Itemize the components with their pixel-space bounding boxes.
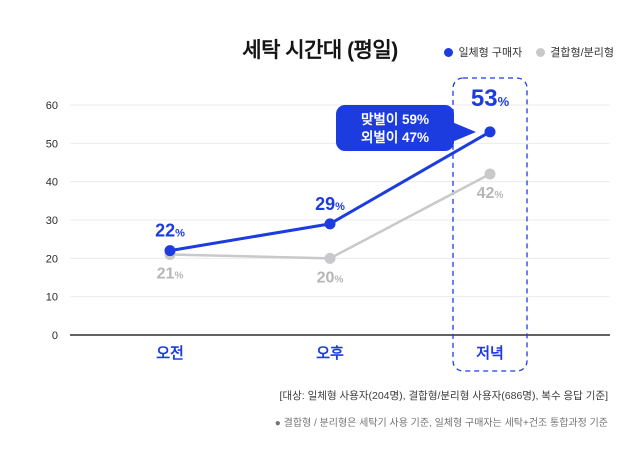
y-tick-label: 20: [46, 253, 58, 265]
annotation-pointer: [452, 122, 476, 142]
line-chart: 0 10 20 30 40 50 60 22% 29% 53% 21% 20% 42% 오전 오후 저녁 맞벌이…: [46, 77, 610, 372]
x-category-label: 오후: [316, 345, 344, 362]
y-tick-label: 50: [46, 138, 58, 150]
y-tick-label: 60: [46, 100, 58, 112]
annotation-text: 맞벌이 59%: [361, 111, 429, 127]
value-label-secondary: 42%: [477, 185, 504, 202]
y-tick-label: 10: [46, 292, 58, 304]
annotation-text: 외벌이 47%: [361, 129, 429, 145]
legend-dot-blue-icon: [444, 47, 454, 57]
y-tick-label: 40: [46, 177, 58, 189]
data-point: [484, 126, 496, 138]
legend-label-combined: 결합형/분리형: [550, 47, 614, 59]
data-point: [484, 168, 496, 180]
value-label-secondary: 21%: [157, 266, 184, 283]
legend-label-integrated: 일체형 구매자: [458, 47, 523, 59]
legend-item-combined: 결합형/분리형: [536, 44, 614, 60]
value-label-primary: 22%: [155, 221, 185, 241]
series-line: [169, 172, 491, 260]
data-point: [324, 252, 336, 264]
value-label-secondary: 20%: [317, 269, 344, 286]
y-tick-label: 0: [52, 330, 58, 342]
annotation-bubble: [336, 105, 454, 151]
data-point: [324, 218, 336, 230]
value-label-primary: 53%: [471, 85, 510, 112]
data-point: [164, 245, 176, 257]
x-category-label: 오전: [156, 345, 184, 362]
value-label-primary: 29%: [315, 194, 345, 214]
highlight-box: [452, 77, 528, 372]
legend-dot-gray-icon: [536, 47, 546, 57]
x-category-label: 저녁: [476, 345, 504, 362]
legend-item-integrated: 일체형 구매자: [444, 44, 522, 60]
y-tick-label: 30: [46, 215, 58, 227]
footnote-criteria: ● 결합형 / 분리형은 세탁기 사용 기준, 일체형 구매자는 세탁+건조 통…: [274, 418, 608, 429]
legend: 일체형 구매자 결합형/분리형: [444, 44, 614, 60]
chart-title: 세탁 시간대 (평일): [242, 39, 398, 62]
footnote-sample: [대상: 일체형 사용자(204명), 결합형/분리형 사용자(686명), 복…: [279, 390, 608, 402]
